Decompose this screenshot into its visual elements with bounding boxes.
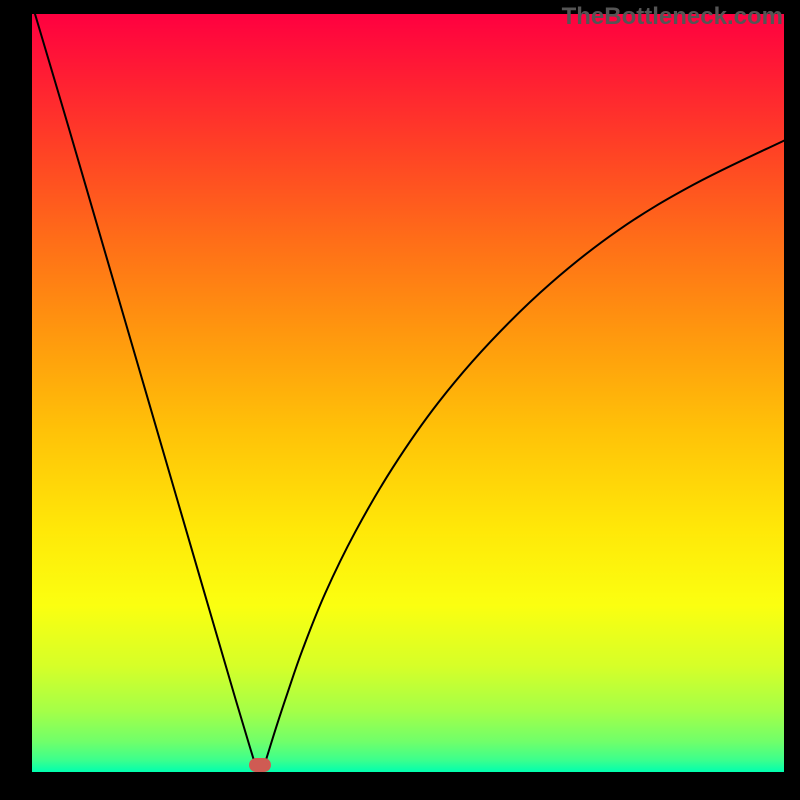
- bottleneck-curve: [0, 0, 800, 800]
- minimum-marker: [249, 758, 271, 772]
- watermark-text: TheBottleneck.com: [562, 3, 783, 31]
- chart-canvas: TheBottleneck.com: [0, 0, 800, 800]
